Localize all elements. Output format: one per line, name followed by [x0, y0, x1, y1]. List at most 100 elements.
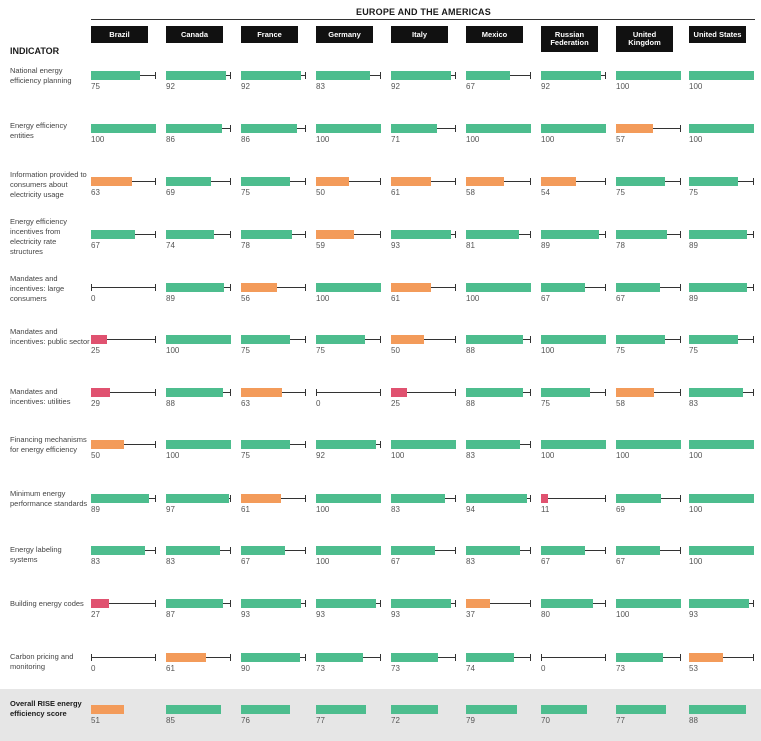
bar-information-provided-to-consumers-about-electricity-usage-brazil: [91, 177, 132, 186]
bar-building-energy-codes-brazil: [91, 599, 109, 608]
bar-mandates-and-incentives-utilities-italy: [391, 388, 408, 397]
data-label: 88: [466, 399, 475, 408]
bar-energy-efficiency-incentives-from-electricity-rate-structures-brazil: [91, 230, 135, 239]
bar-mandates-and-incentives-large-consumers-france: [241, 283, 278, 292]
data-label: 75: [541, 399, 550, 408]
data-label: 67: [541, 557, 550, 566]
title-rule: [91, 19, 755, 20]
bar-financing-mechanisms-for-energy-efficiency-canada: [166, 440, 231, 449]
track-end-tick: [155, 336, 156, 343]
data-label: 75: [689, 346, 698, 355]
bar-financing-mechanisms-for-energy-efficiency-mexico: [466, 440, 520, 449]
bar-energy-efficiency-incentives-from-electricity-rate-structures-france: [241, 230, 292, 239]
track-line: [541, 657, 606, 658]
bar-minimum-energy-performance-standards-united-states: [689, 494, 754, 503]
track-end-tick: [380, 654, 381, 661]
data-label: 58: [616, 399, 625, 408]
bar-mandates-and-incentives-public-sector-united-kingdom: [616, 335, 665, 344]
bar-energy-labeling-systems-brazil: [91, 546, 145, 555]
track-end-tick: [380, 389, 381, 396]
country-header-canada: Canada: [166, 26, 223, 43]
data-label: 93: [689, 610, 698, 619]
track-end-tick: [605, 178, 606, 185]
bar-energy-efficiency-entities-russian-federation: [541, 124, 606, 133]
track-end-tick: [305, 284, 306, 291]
bar-minimum-energy-performance-standards-russian-federation: [541, 494, 549, 503]
data-label: 87: [166, 610, 175, 619]
track-end-tick: [530, 336, 531, 343]
track-end-tick: [680, 336, 681, 343]
data-label: 100: [689, 557, 703, 566]
bar-mandates-and-incentives-public-sector-italy: [391, 335, 424, 344]
data-label: 100: [316, 135, 330, 144]
track-end-tick: [305, 389, 306, 396]
track-end-tick: [753, 600, 754, 607]
chart-title: EUROPE AND THE AMERICAS: [356, 7, 491, 17]
track-end-tick: [380, 231, 381, 238]
data-label: 53: [689, 664, 698, 673]
data-label: 67: [466, 82, 475, 91]
country-header-italy: Italy: [391, 26, 448, 43]
indicator-label-information-provided-to-consumers-about-electricity-usage: Information provided to consumers about …: [10, 170, 87, 199]
data-label: 75: [689, 188, 698, 197]
track-end-tick: [605, 600, 606, 607]
indicator-column-header: INDICATOR: [10, 46, 60, 56]
data-label: 93: [391, 610, 400, 619]
indicator-label-national-energy-efficiency-planning: National energy efficiency planning: [10, 66, 72, 85]
track-end-tick: [680, 231, 681, 238]
bar-financing-mechanisms-for-energy-efficiency-germany: [316, 440, 376, 449]
overall-row-background: [0, 689, 761, 741]
bar-energy-efficiency-entities-mexico: [466, 124, 531, 133]
bar-carbon-pricing-and-monitoring-united-kingdom: [616, 653, 664, 662]
track-end-tick: [753, 336, 754, 343]
track-end-tick: [155, 284, 156, 291]
track-end-tick: [380, 600, 381, 607]
data-label: 0: [91, 294, 96, 303]
track-end-tick: [455, 125, 456, 132]
track-end-tick: [455, 72, 456, 79]
bar-national-energy-efficiency-planning-russian-federation: [541, 71, 601, 80]
bar-minimum-energy-performance-standards-germany: [316, 494, 381, 503]
bar-mandates-and-incentives-utilities-brazil: [91, 388, 110, 397]
data-label: 75: [616, 188, 625, 197]
indicator-label-financing-mechanisms-for-energy-efficiency: Financing mechanisms for energy efficien…: [10, 435, 87, 454]
data-label: 100: [466, 294, 480, 303]
bar-mandates-and-incentives-utilities-united-states: [689, 388, 743, 397]
data-label: 57: [616, 135, 625, 144]
track-end-tick: [230, 72, 231, 79]
track-end-tick: [753, 231, 754, 238]
bar-mandates-and-incentives-large-consumers-russian-federation: [541, 283, 585, 292]
bar-overall-rise-energy-efficiency-score-russian-federation: [541, 705, 587, 714]
bar-energy-efficiency-incentives-from-electricity-rate-structures-united-states: [689, 230, 747, 239]
indicator-label-energy-efficiency-incentives-from-electricity-rate-structures: Energy efficiency incentives from electr…: [10, 217, 67, 256]
bar-overall-rise-energy-efficiency-score-united-states: [689, 705, 747, 714]
data-label: 92: [391, 82, 400, 91]
track-end-tick: [305, 654, 306, 661]
track-end-tick: [680, 178, 681, 185]
bar-mandates-and-incentives-large-consumers-canada: [166, 283, 224, 292]
track-end-tick: [605, 495, 606, 502]
bar-carbon-pricing-and-monitoring-united-states: [689, 653, 724, 662]
track-end-tick: [305, 441, 306, 448]
track-end-tick: [455, 600, 456, 607]
track-start-tick: [316, 389, 317, 396]
bar-overall-rise-energy-efficiency-score-brazil: [91, 705, 125, 714]
bar-financing-mechanisms-for-energy-efficiency-united-states: [689, 440, 754, 449]
track-start-tick: [91, 654, 92, 661]
bar-building-energy-codes-italy: [391, 599, 452, 608]
data-label: 73: [391, 664, 400, 673]
country-header-mexico: Mexico: [466, 26, 523, 43]
data-label: 59: [316, 241, 325, 250]
data-label: 63: [91, 188, 100, 197]
bar-minimum-energy-performance-standards-mexico: [466, 494, 528, 503]
track-start-tick: [541, 654, 542, 661]
track-line: [391, 392, 456, 393]
data-label: 69: [616, 505, 625, 514]
data-label: 100: [466, 135, 480, 144]
data-label: 89: [689, 241, 698, 250]
bar-financing-mechanisms-for-energy-efficiency-france: [241, 440, 290, 449]
track-end-tick: [380, 336, 381, 343]
track-end-tick: [455, 178, 456, 185]
bar-financing-mechanisms-for-energy-efficiency-brazil: [91, 440, 124, 449]
data-label: 27: [91, 610, 100, 619]
